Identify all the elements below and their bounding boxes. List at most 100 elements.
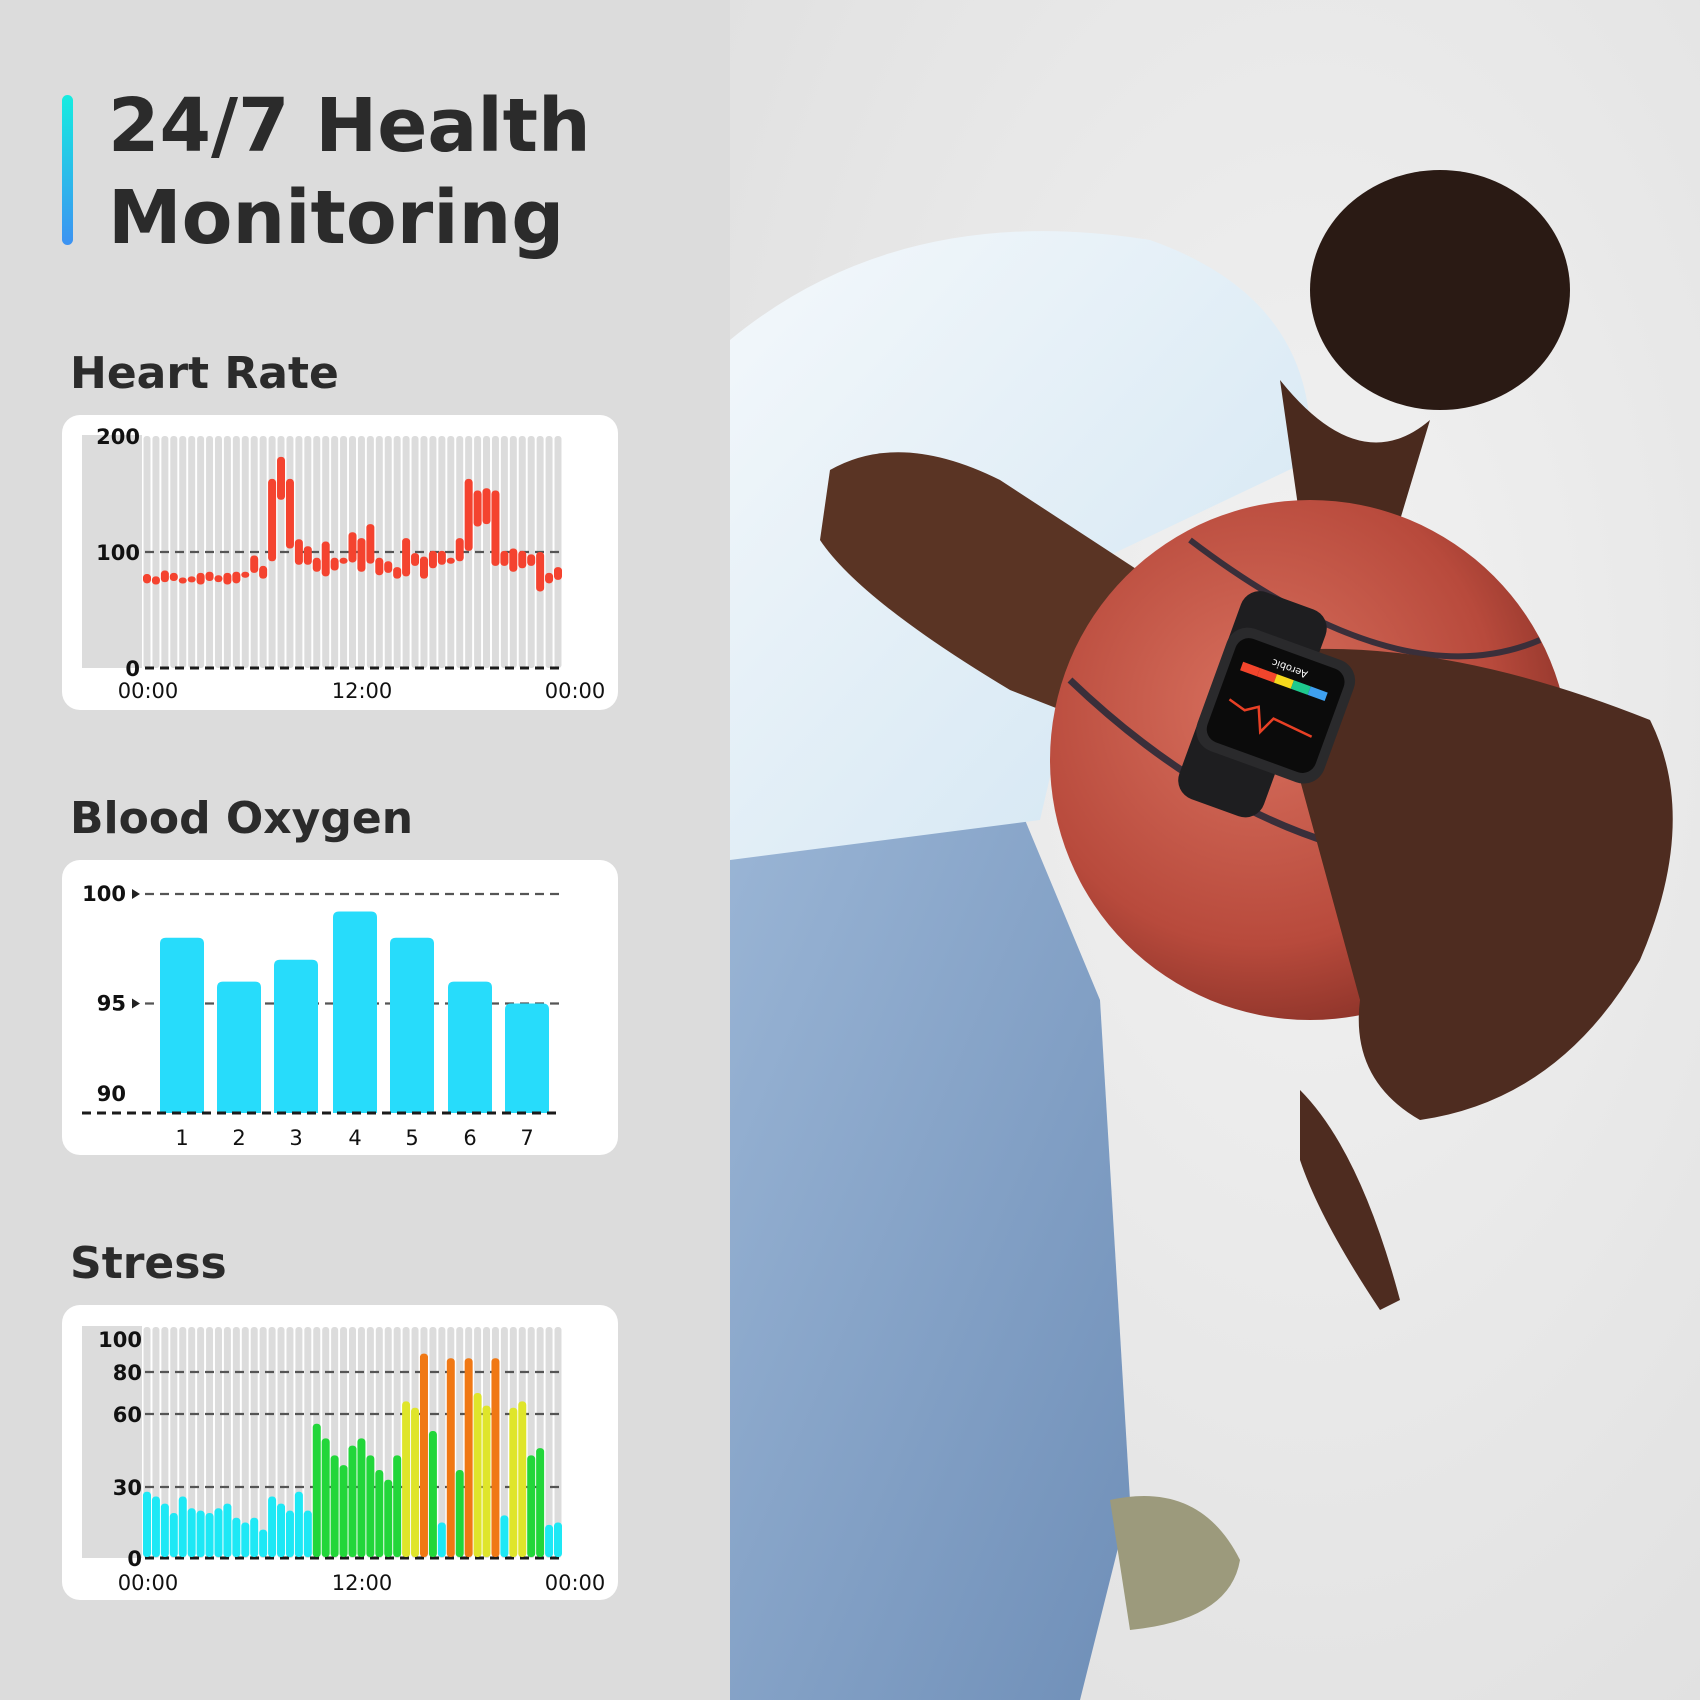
column-background — [232, 1327, 240, 1558]
heart-rate-range-bar — [160, 570, 169, 583]
athlete-illustration: Aerobic — [730, 170, 1673, 1700]
stress-bar-medium — [482, 1405, 491, 1557]
y-tick-label: 80 — [113, 1361, 142, 1385]
lower-hand — [1300, 1090, 1400, 1310]
stress-bar-relaxed — [241, 1522, 250, 1557]
heart-rate-range-bar — [348, 532, 357, 563]
stress-bar-relaxed — [160, 1503, 169, 1557]
heart-rate-range-bar — [419, 556, 428, 579]
blood-oxygen-card: 1 2 3 4 5 6 7 90 95 100 — [62, 860, 618, 1155]
y-axis-band — [82, 435, 142, 668]
heart-rate-range-bar — [357, 538, 366, 572]
column-background — [331, 436, 339, 668]
y-tick-label: 90 — [97, 1082, 126, 1106]
heart-rate-range-bar — [151, 576, 160, 585]
tick-arrow-icon — [132, 889, 140, 899]
heart-rate-range-bar — [554, 567, 562, 580]
heart-rate-range-bar — [384, 561, 393, 573]
blood-oxygen-bar — [390, 937, 434, 1113]
heart-rate-range-bar — [402, 538, 411, 577]
left-panel: 24/7 Health Monitoring Heart Rate 0 100 20… — [0, 0, 730, 1700]
heart-rate-range-bar — [375, 557, 384, 576]
blood-oxygen-bar — [274, 959, 318, 1113]
column-background — [197, 1327, 205, 1558]
stress-bar-normal — [330, 1455, 339, 1557]
heart-rate-range-bar — [205, 571, 214, 581]
y-axis-band — [82, 1326, 142, 1558]
stress-bar-relaxed — [500, 1515, 509, 1557]
stress-bar-relaxed — [259, 1529, 268, 1557]
heart-rate-range-bar — [464, 478, 473, 551]
column-background — [223, 1327, 231, 1558]
watch-screen — [1206, 638, 1345, 773]
stress-bar-relaxed — [294, 1491, 303, 1557]
stress-bar-normal — [384, 1479, 393, 1557]
stress-bar-relaxed — [303, 1510, 312, 1557]
stress-bar-relaxed — [285, 1510, 294, 1557]
stress-bar-relaxed — [277, 1503, 286, 1557]
heart-rate-range-bar — [437, 550, 446, 565]
heart-rate-range-bar — [187, 576, 196, 583]
blood-oxygen-bar — [160, 937, 204, 1113]
heart-rate-range-bar — [321, 541, 330, 577]
blood-oxygen-bar — [333, 911, 377, 1113]
shoe — [1110, 1496, 1240, 1630]
heart-rate-range-bar — [446, 557, 455, 564]
stress-bar-normal — [321, 1438, 330, 1557]
column-background — [277, 1327, 285, 1558]
x-tick-label: 5 — [405, 1126, 418, 1150]
stress-bar-relaxed — [143, 1491, 151, 1557]
stress-bar-relaxed — [151, 1496, 160, 1557]
heart-rate-range-bar — [312, 557, 321, 572]
stress-bar-normal — [375, 1469, 384, 1557]
heart-rate-range-bar — [303, 546, 312, 565]
x-tick-label: 2 — [232, 1126, 245, 1150]
stress-bar-relaxed — [232, 1517, 241, 1557]
blood-oxygen-bar — [505, 1003, 549, 1113]
x-tick-label: 00:00 — [545, 679, 606, 703]
heart-rate-range-bar — [500, 550, 509, 566]
heart-rate-range-bar — [169, 572, 178, 581]
stress-bar-normal — [393, 1455, 402, 1557]
column-background — [527, 436, 535, 668]
stress-bar-normal — [339, 1465, 348, 1557]
x-tick-label: 00:00 — [545, 1571, 606, 1595]
column-background — [375, 436, 383, 668]
stress-bar-relaxed — [223, 1503, 232, 1557]
title-line-1: 24/7 Health — [108, 83, 591, 169]
stress-bar-normal — [312, 1423, 321, 1557]
blood-oxygen-chart: 1 2 3 4 5 6 7 90 95 100 — [82, 882, 560, 1150]
heart-rate-range-bar — [250, 555, 259, 573]
stress-bar-medium — [402, 1401, 411, 1557]
title-accent-bar — [62, 95, 73, 245]
column-background — [214, 436, 222, 668]
stress-chart: 0 30 60 80 100 00:00 12:00 00:00 — [82, 1326, 606, 1595]
stress-bar-medium — [518, 1401, 527, 1557]
y-tick-label: 30 — [113, 1476, 142, 1500]
column-background — [214, 1327, 222, 1558]
stress-bar-medium — [473, 1393, 482, 1557]
heart-rate-range-bar — [455, 538, 464, 562]
stress-bar-relaxed — [196, 1510, 205, 1557]
column-background — [197, 436, 205, 668]
blood-oxygen-bar — [448, 981, 492, 1113]
heart-rate-range-bar — [268, 478, 277, 562]
x-tick-label: 12:00 — [332, 679, 393, 703]
x-tick-label: 6 — [463, 1126, 476, 1150]
column-background — [286, 1327, 294, 1558]
stress-bar-normal — [357, 1438, 366, 1557]
column-background — [188, 1327, 196, 1558]
column-background — [241, 436, 249, 668]
column-background — [483, 436, 491, 668]
heart-rate-range-bar — [214, 575, 223, 583]
column-background — [304, 1327, 312, 1558]
heart-rate-range-bar — [259, 565, 268, 579]
heart-rate-range-bar — [277, 456, 286, 500]
column-background — [259, 1327, 267, 1558]
column-background — [545, 1327, 553, 1558]
title-line-2: Monitoring — [108, 175, 565, 261]
heart-rate-range-bar — [491, 490, 500, 566]
stress-bar-high — [419, 1353, 428, 1557]
column-background — [152, 436, 160, 668]
pants — [730, 760, 1130, 1700]
